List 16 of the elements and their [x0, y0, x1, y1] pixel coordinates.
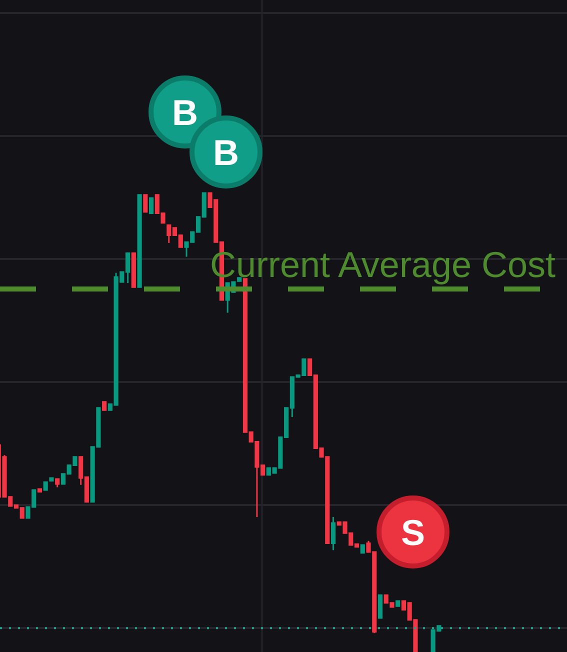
text: B	[213, 132, 239, 173]
candlestick	[143, 194, 148, 213]
candlestick	[37, 488, 42, 493]
candlestick	[378, 594, 383, 619]
candlestick	[330, 516, 336, 551]
annotation: S	[401, 512, 426, 553]
candlestick	[43, 481, 48, 491]
text: B	[172, 92, 198, 133]
candlestick	[55, 478, 60, 488]
candlestick	[360, 544, 365, 554]
candlestick	[148, 197, 154, 214]
candlestick	[102, 401, 107, 411]
candlestick	[131, 252, 136, 288]
candlestick	[137, 194, 142, 288]
candlestick	[49, 477, 54, 482]
candlestick	[396, 600, 400, 607]
